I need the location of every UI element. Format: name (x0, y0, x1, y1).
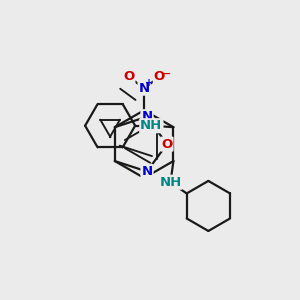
Text: O: O (123, 70, 134, 83)
Text: N: N (141, 165, 153, 178)
Text: O: O (161, 138, 172, 151)
Text: −: − (162, 68, 172, 78)
Text: N: N (141, 110, 153, 123)
Text: O: O (154, 70, 165, 83)
Text: N: N (139, 82, 150, 95)
Text: NH: NH (159, 176, 182, 189)
Text: +: + (145, 78, 153, 88)
Text: NH: NH (140, 119, 163, 132)
